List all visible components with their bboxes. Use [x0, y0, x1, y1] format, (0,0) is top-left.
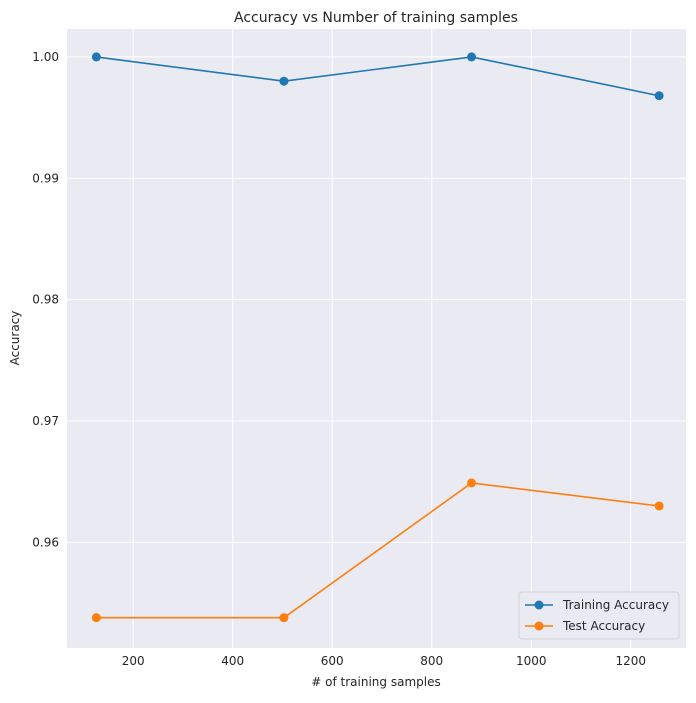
- plot-area: [67, 29, 686, 648]
- ticks: 200 400 600 800 1000 1200 0.96 0.97 0.98 0.99 1.00: [32, 50, 646, 668]
- y-tick-label: 0.99: [32, 171, 59, 185]
- legend-marker: [534, 621, 544, 631]
- data-point: [467, 478, 477, 488]
- x-tick-label: 400: [221, 654, 244, 668]
- y-tick-label: 1.00: [32, 50, 59, 64]
- chart-title: Accuracy vs Number of training samples: [234, 10, 518, 26]
- x-tick-label: 800: [420, 654, 443, 668]
- y-axis-label: Accuracy: [8, 311, 22, 366]
- series-line-0: [96, 56, 660, 97]
- data-point: [654, 501, 664, 511]
- x-tick-label: 1200: [615, 654, 646, 668]
- series-line-1: [96, 482, 660, 619]
- data-point: [91, 613, 101, 623]
- data-point: [654, 91, 664, 101]
- series: [91, 52, 664, 623]
- x-tick-label: 600: [321, 654, 344, 668]
- legend: Training Accuracy Test Accuracy: [518, 591, 680, 640]
- x-axis-label: # of training samples: [311, 675, 440, 689]
- data-point: [279, 613, 289, 623]
- y-tick-label: 0.97: [32, 414, 59, 428]
- legend-box: [518, 591, 680, 640]
- y-tick-label: 0.98: [32, 293, 59, 307]
- data-point: [91, 52, 101, 62]
- x-tick-label: 1000: [516, 654, 547, 668]
- legend-label: Test Accuracy: [562, 619, 645, 633]
- grid: [67, 29, 686, 648]
- legend-label: Training Accuracy: [562, 598, 669, 612]
- y-tick-label: 0.96: [32, 535, 59, 549]
- legend-marker: [534, 600, 544, 610]
- x-tick-label: 200: [122, 654, 145, 668]
- data-point: [279, 76, 289, 86]
- data-point: [467, 52, 477, 62]
